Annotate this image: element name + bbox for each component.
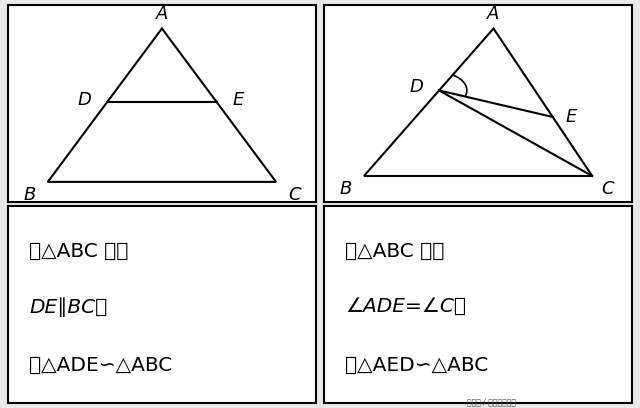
Text: C: C	[602, 180, 614, 198]
Text: 则△ADE∽△ABC: 则△ADE∽△ABC	[29, 356, 173, 375]
Text: B: B	[339, 180, 351, 198]
Text: C: C	[289, 186, 301, 204]
Text: 头条号 / 智彬家教世界: 头条号 / 智彬家教世界	[467, 397, 516, 406]
Text: 在△ABC 中，: 在△ABC 中，	[346, 242, 445, 261]
Text: DE∥BC，: DE∥BC，	[29, 297, 108, 317]
Text: A: A	[156, 4, 168, 22]
Text: B: B	[23, 186, 35, 204]
Text: 在△ABC 中，: 在△ABC 中，	[29, 242, 129, 261]
Text: 则△AED∽△ABC: 则△AED∽△ABC	[346, 356, 489, 375]
Text: E: E	[565, 108, 577, 126]
Text: E: E	[232, 91, 243, 109]
Text: ∠ADE=∠C，: ∠ADE=∠C，	[346, 297, 467, 316]
Text: D: D	[410, 78, 424, 95]
Text: D: D	[78, 91, 92, 109]
Text: A: A	[487, 4, 500, 22]
